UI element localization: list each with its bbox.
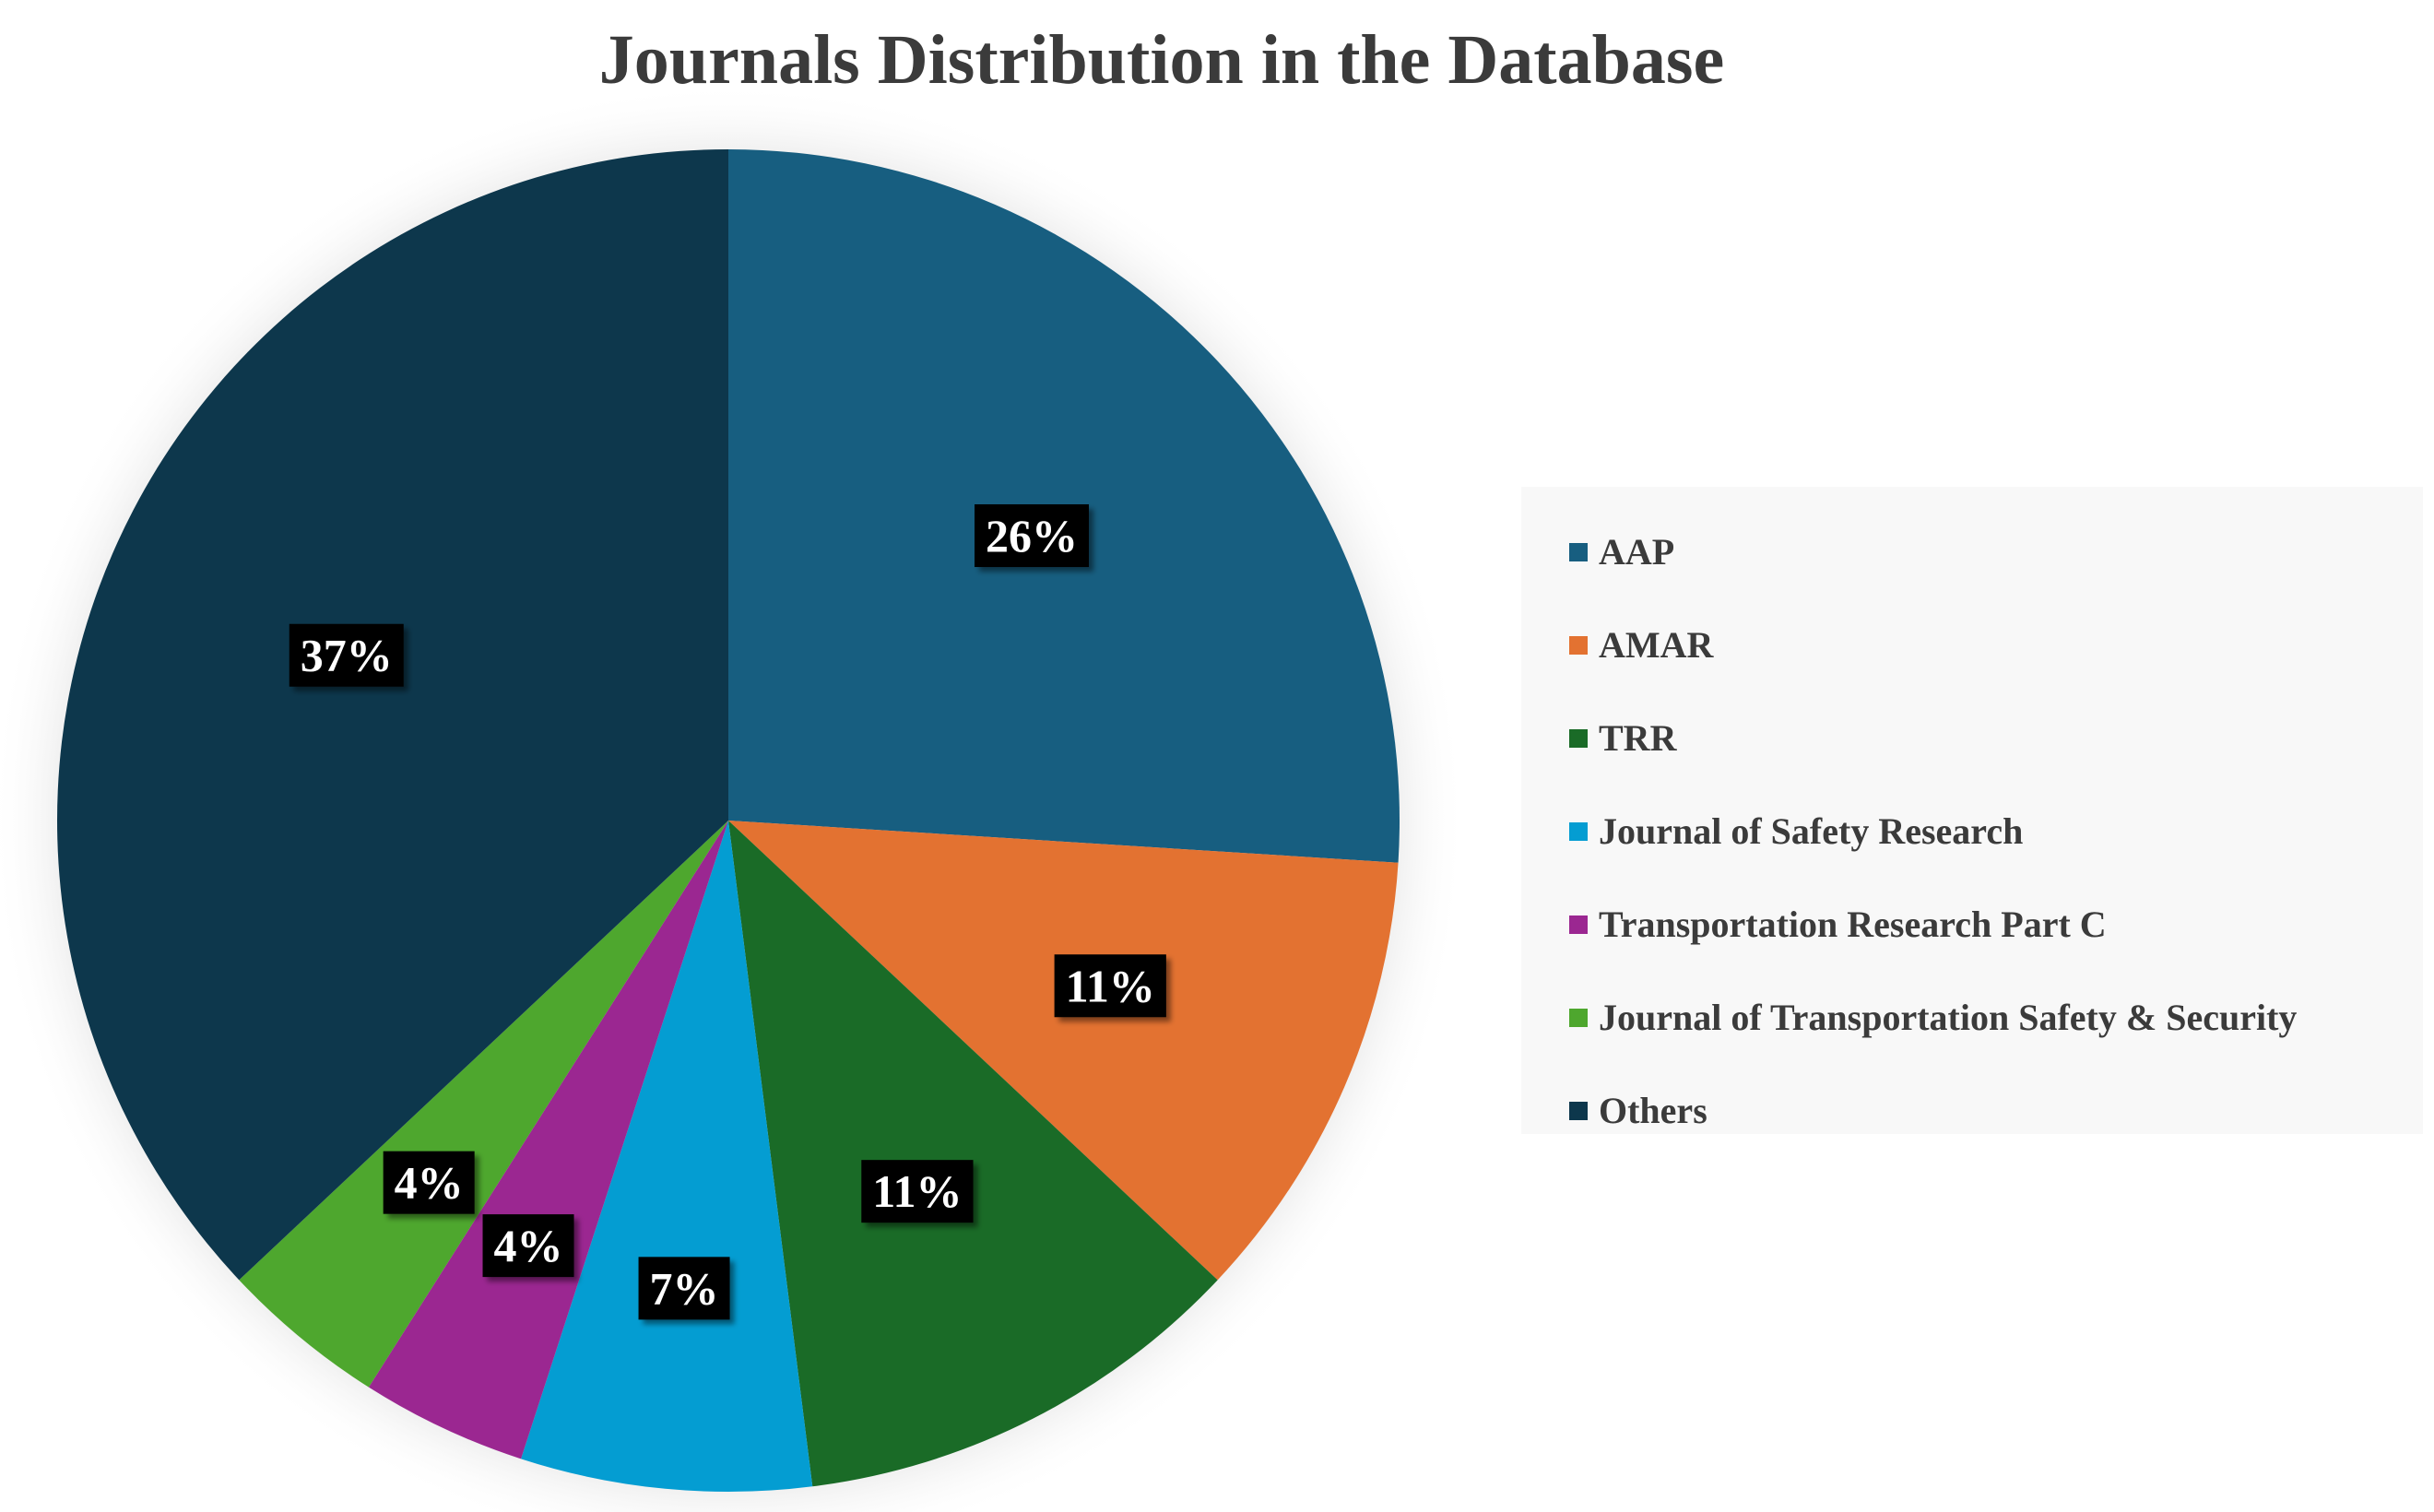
legend-swatch (1569, 728, 1588, 748)
data-label-text: 26% (986, 510, 1078, 561)
pie-slice-others (56, 149, 728, 1281)
pie-slice-transportation-research-part-c (368, 821, 728, 1459)
legend-label: Transportation Research Part C (1599, 904, 2107, 945)
data-label-box (482, 1214, 574, 1278)
legend-swatch (1569, 542, 1588, 561)
legend-item-trr: TRR (1569, 691, 2297, 785)
legend-item-amar: AMAR (1569, 598, 2297, 691)
pie-slice-amar (728, 821, 1399, 1281)
data-label-text: 4% (395, 1157, 464, 1209)
legend-list: AAP AMAR TRR Journal of Safety Research Tran… (1569, 505, 2297, 1157)
legend-item-journal-of-transportation-safety-security: Journal of Transportation Safety & Secur… (1569, 971, 2297, 1064)
data-label-amar: 11% (1054, 954, 1166, 1018)
data-label-others: 37% (289, 623, 404, 687)
pie-slice-journal-of-transportation-safety-security (239, 821, 728, 1388)
pie-slices (56, 149, 1400, 1492)
data-label-journal-of-safety-research: 7% (638, 1257, 730, 1320)
legend-label: AAP (1599, 531, 1675, 573)
legend-swatch (1569, 635, 1588, 655)
legend-item-journal-of-safety-research: Journal of Safety Research (1569, 785, 2297, 878)
data-label-text: 7% (650, 1262, 719, 1314)
data-label-box (289, 623, 404, 687)
legend-item-transportation-research-part-c: Transportation Research Part C (1569, 878, 2297, 971)
legend-label: Others (1599, 1090, 1707, 1131)
pie-data-labels: 26% 11% 11% 7% 4% 4% 37% (289, 504, 1166, 1320)
data-label-box (975, 504, 1090, 568)
pie-slice-journal-of-safety-research (521, 821, 813, 1492)
legend-swatch (1569, 915, 1588, 934)
legend-item-others: Others (1569, 1064, 2297, 1157)
legend-label: TRR (1599, 717, 1677, 759)
data-label-text: 11% (1066, 960, 1155, 1011)
data-label-box (638, 1257, 730, 1320)
data-label-transportation-research-part-c: 4% (482, 1214, 574, 1278)
data-label-box (383, 1151, 475, 1214)
data-label-text: 4% (494, 1220, 563, 1271)
data-label-aap: 26% (975, 504, 1090, 568)
data-label-journal-of-transportation-safety-security: 4% (383, 1151, 475, 1214)
legend: AAP AMAR TRR Journal of Safety Research Tran… (1521, 487, 2423, 1134)
legend-label: Journal of Safety Research (1599, 810, 2024, 852)
data-label-text: 37% (301, 630, 393, 681)
pie-slice-trr (728, 821, 1218, 1487)
data-label-text: 11% (872, 1165, 962, 1217)
data-label-box (861, 1160, 974, 1223)
legend-label: AMAR (1599, 624, 1714, 666)
legend-swatch (1569, 821, 1588, 841)
legend-item-aap: AAP (1569, 505, 2297, 598)
data-label-trr: 11% (861, 1160, 974, 1223)
legend-swatch (1569, 1008, 1588, 1027)
legend-label: Journal of Transportation Safety & Secur… (1599, 997, 2298, 1038)
data-label-box (1054, 954, 1166, 1018)
legend-swatch (1569, 1101, 1588, 1120)
